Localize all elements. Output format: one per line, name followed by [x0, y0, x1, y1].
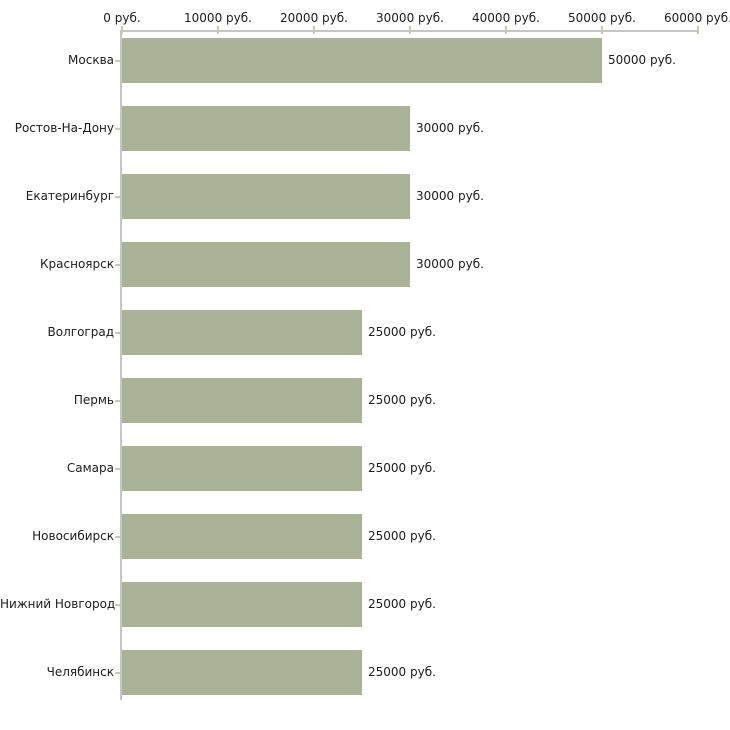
- category-label: Новосибирск: [32, 529, 114, 543]
- category-tick: [115, 263, 121, 266]
- bar: [122, 242, 410, 287]
- category-label: Самара: [66, 461, 114, 475]
- y-axis-line: [120, 30, 122, 700]
- category-label: Екатеринбург: [25, 189, 114, 203]
- x-tick-label: 20000 руб.: [280, 11, 348, 25]
- bar-value-label: 50000 руб.: [608, 53, 676, 67]
- bar-value-label: 30000 руб.: [416, 257, 484, 271]
- bar: [122, 174, 410, 219]
- bar-value-label: 25000 руб.: [368, 529, 436, 543]
- category-tick: [115, 535, 121, 538]
- x-tick-label: 30000 руб.: [376, 11, 444, 25]
- category-tick: [115, 59, 121, 62]
- x-tick-label: 50000 руб.: [568, 11, 636, 25]
- category-label: Волгоград: [47, 325, 114, 339]
- category-label: Челябинск: [46, 665, 114, 679]
- x-tick-mark: [409, 26, 411, 34]
- x-tick-mark: [121, 26, 123, 34]
- x-tick-mark: [313, 26, 315, 34]
- bar-value-label: 30000 руб.: [416, 121, 484, 135]
- bar-value-label: 25000 руб.: [368, 461, 436, 475]
- x-tick-label: 0 руб.: [103, 11, 141, 25]
- bar: [122, 514, 362, 559]
- x-tick-mark: [505, 26, 507, 34]
- category-tick: [115, 195, 121, 198]
- category-tick: [115, 603, 121, 606]
- bar: [122, 650, 362, 695]
- bar: [122, 378, 362, 423]
- bar: [122, 446, 362, 491]
- x-tick-mark: [697, 26, 699, 34]
- category-tick: [115, 127, 121, 130]
- bar: [122, 106, 410, 151]
- bar: [122, 310, 362, 355]
- bar: [122, 38, 602, 83]
- category-tick: [115, 331, 121, 334]
- x-tick-label: 10000 руб.: [184, 11, 252, 25]
- category-label: Пермь: [73, 393, 114, 407]
- bar-value-label: 25000 руб.: [368, 665, 436, 679]
- category-label: Москва: [68, 53, 114, 67]
- x-tick-mark: [217, 26, 219, 34]
- x-tick-label: 60000 руб.: [664, 11, 730, 25]
- category-label: Нижний Новгород: [0, 597, 116, 611]
- bar-value-label: 25000 руб.: [368, 597, 436, 611]
- bar-value-label: 25000 руб.: [368, 325, 436, 339]
- category-label: Красноярск: [40, 257, 114, 271]
- category-label: Ростов-На-Дону: [14, 121, 114, 135]
- bar: [122, 582, 362, 627]
- category-tick: [115, 399, 121, 402]
- x-tick-label: 40000 руб.: [472, 11, 540, 25]
- x-tick-mark: [601, 26, 603, 34]
- bar-value-label: 30000 руб.: [416, 189, 484, 203]
- category-tick: [115, 671, 121, 674]
- bar-value-label: 25000 руб.: [368, 393, 436, 407]
- category-tick: [115, 467, 121, 470]
